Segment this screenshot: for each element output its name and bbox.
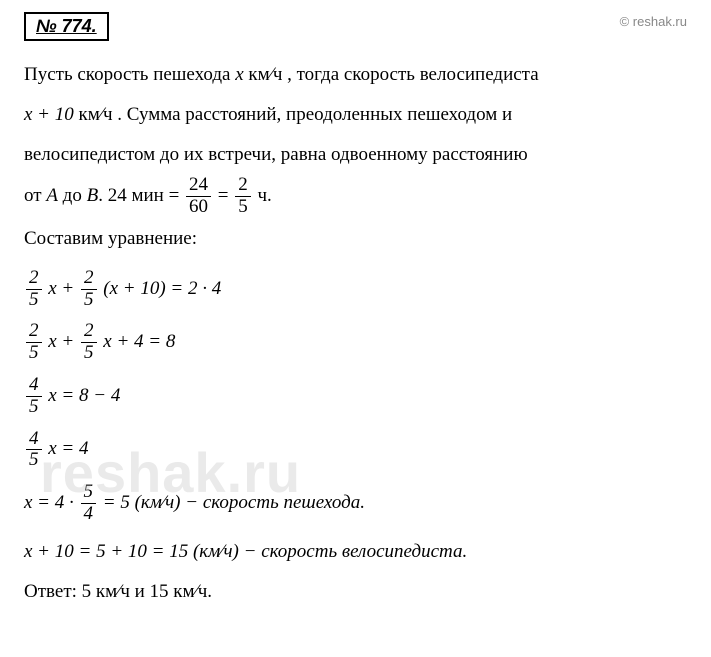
denominator: 5 [26,450,42,471]
numerator: 2 [26,321,42,343]
intro-text: = [213,184,233,205]
fraction: 54 [81,482,97,525]
numerator: 4 [26,375,42,397]
fraction: 45 [26,429,42,472]
equation-4: 45 x = 4 [24,426,687,472]
fraction: 2460 [186,175,211,218]
fraction: 45 [26,375,42,418]
eq-text: (x + 10) = 2 · 4 [99,278,222,299]
fraction: 25 [81,321,97,364]
numerator: 24 [186,175,211,197]
numerator: 2 [26,268,42,290]
problem-number: № 774. [24,12,109,41]
fraction: 25 [81,268,97,311]
fraction: 25 [235,175,251,218]
intro-text: от [24,184,46,205]
denominator: 5 [235,197,251,218]
var-x: x [235,64,243,85]
setup-text: Составим уравнение: [24,221,687,257]
eq-text: = 5 (км⁄ч) − скорость пешехода. [98,492,365,513]
intro-text: . 24 мин = [98,184,184,205]
intro-text: велосипедистом до их встречи, равна одво… [24,144,528,165]
equation-6: x + 10 = 5 + 10 = 15 (км⁄ч) − скорость в… [24,534,687,570]
eq-text: x + 4 = 8 [99,331,176,352]
eq-text: x = 4 · [24,492,79,513]
equation-5: x = 4 · 54 = 5 (км⁄ч) − скорость пешеход… [24,480,687,526]
equation-2: 25 x + 25 x + 4 = 8 [24,319,687,365]
intro-text: км⁄ч . Сумма расстояний, преодоленных пе… [74,104,512,125]
fraction: 25 [26,268,42,311]
intro-text: Пусть скорость пешехода [24,64,235,85]
answer-text: Ответ: 5 км⁄ч и 15 км⁄ч. [24,574,687,610]
eq-text: x + [44,331,80,352]
equation-3: 45 x = 8 − 4 [24,373,687,419]
copyright-text: © reshak.ru [620,14,687,29]
point-b: B [87,184,99,205]
eq-text: x = 8 − 4 [44,385,121,406]
numerator: 4 [26,429,42,451]
intro-text: км⁄ч , тогда скорость велосипедиста [244,64,539,85]
eq-text: x = 4 [44,438,89,459]
denominator: 5 [81,290,97,311]
denominator: 5 [81,343,97,364]
numerator: 2 [81,268,97,290]
solution-content: Пусть скорость пешехода x км⁄ч , тогда с… [24,55,687,610]
denominator: 5 [26,290,42,311]
intro-text: до [58,184,87,205]
eq-text: x + [44,278,80,299]
var-x10: x + 10 [24,104,74,125]
intro-text: ч. [253,184,272,205]
denominator: 5 [26,397,42,418]
denominator: 60 [186,197,211,218]
numerator: 2 [81,321,97,343]
numerator: 2 [235,175,251,197]
equation-1: 25 x + 25 (x + 10) = 2 · 4 [24,266,687,312]
denominator: 5 [26,343,42,364]
denominator: 4 [81,504,97,525]
numerator: 5 [81,482,97,504]
point-a: A [46,184,58,205]
intro-paragraph: Пусть скорость пешехода x км⁄ч , тогда с… [24,55,687,217]
fraction: 25 [26,321,42,364]
